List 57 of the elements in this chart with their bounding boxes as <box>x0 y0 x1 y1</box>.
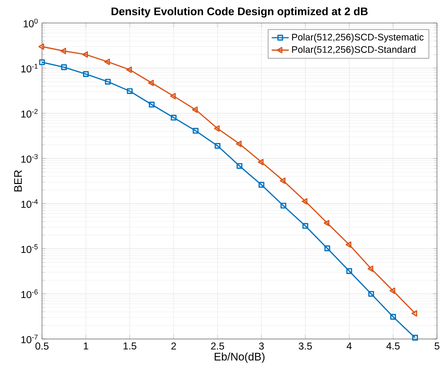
y-tick-label: 10$^{-1}$ <box>21 64 38 72</box>
point <box>280 202 286 209</box>
point <box>258 182 264 188</box>
x-tick-label: 0.5 <box>35 342 49 350</box>
x-tick-label: 1.5 <box>124 342 136 350</box>
point <box>346 268 352 274</box>
point <box>192 106 198 113</box>
y-tick-label: 10$^{-5}$ <box>21 244 38 253</box>
point <box>126 66 132 73</box>
point <box>148 102 155 108</box>
point <box>390 314 396 320</box>
legend-label: Polar(512,256)SCD-Standard <box>292 46 416 55</box>
point <box>302 198 308 205</box>
point <box>170 92 176 100</box>
point <box>236 140 242 148</box>
x-axis-title: Eb/No(dB) <box>214 352 264 363</box>
point <box>61 64 67 70</box>
y-tick-label: 10$^{-2}$ <box>21 108 38 118</box>
point <box>302 223 308 229</box>
y-tick-label: 10$^{0}$ <box>24 18 38 28</box>
x-tick-label: 3 <box>259 342 264 350</box>
point <box>39 59 45 66</box>
x-tick-label: 4.5 <box>386 342 400 350</box>
y-axis-title: BER <box>14 170 22 192</box>
point <box>324 245 330 252</box>
point <box>368 266 374 272</box>
point <box>214 142 220 149</box>
point <box>390 288 396 294</box>
y-tick-label: 10$^{-3}$ <box>21 154 38 163</box>
point <box>368 290 374 297</box>
point <box>170 114 177 121</box>
point <box>104 78 111 85</box>
point <box>82 51 88 58</box>
point <box>324 220 330 226</box>
x-tick-label: 5 <box>434 342 440 350</box>
x-tick-label: 2.5 <box>211 342 224 350</box>
x-tick-label: 4 <box>346 342 352 350</box>
point <box>60 48 66 54</box>
point <box>104 58 110 66</box>
x-tick-label: 2 <box>171 342 176 350</box>
point <box>126 88 133 94</box>
point <box>82 71 89 77</box>
x-tick-label: 3.5 <box>298 342 312 350</box>
point <box>192 128 199 134</box>
y-tick-label: 10$^{-7}$ <box>21 334 38 344</box>
chart-title: Density Evolution Code Design optimized at 2 dB <box>112 7 368 18</box>
y-tick-label: 10$^{-4}$ <box>21 199 38 208</box>
point <box>412 334 418 341</box>
point <box>214 125 220 132</box>
legend-label: Polar(512,256)SCD-Systematic <box>292 34 424 42</box>
point <box>346 241 352 248</box>
x-tick-label: 1 <box>84 342 88 350</box>
y-tick-label: 10$^{-6}$ <box>21 290 38 298</box>
point <box>258 158 264 166</box>
point <box>236 163 242 169</box>
point <box>280 178 286 184</box>
point <box>148 80 154 86</box>
